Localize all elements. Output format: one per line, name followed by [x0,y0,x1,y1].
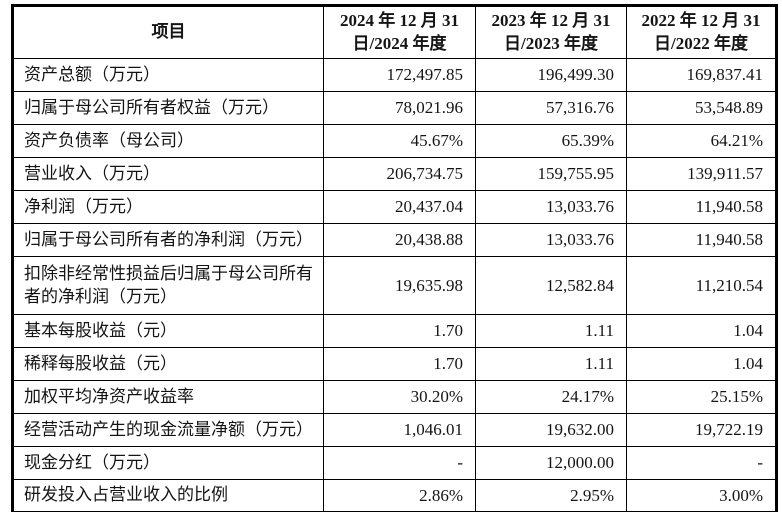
column-header-item: 项目 [12,5,324,59]
cell-value: 1.70 [323,314,476,348]
cell-value: 12,582.84 [475,256,627,315]
table-row: 现金分红（万元） -12,000.00- [12,446,777,480]
cell-value: 13,033.76 [475,223,627,257]
row-label: 基本每股收益（元） [12,314,324,348]
table-row: 资产负债率（母公司） 45.67% 65.39% 64.21% [12,124,777,158]
cell-value: 1.04 [626,314,777,348]
cell-value: 139,911.57 [626,157,777,191]
cell-value: 1.11 [475,347,627,381]
cell-value: 3.00% [626,479,777,512]
cell-value: 172,497.85 [323,58,476,92]
row-label: 营业收入（万元） [12,157,324,191]
cell-value: 11,210.54 [626,256,777,315]
table-row: 基本每股收益（元） 1.70 1.11 1.04 [12,314,777,348]
table-row: 研发投入占营业收入的比例 2.86% 2.95% 3.00% [12,479,777,512]
cell-value: 159,755.95 [475,157,627,191]
column-header-period-2023: 2023 年 12 月 31 日/2023 年度 [475,5,627,59]
row-label: 归属于母公司所有者权益（万元） [12,91,324,125]
row-label: 扣除非经常性损益后归属于母公司所有者的净利润（万元） [12,256,324,315]
table-row: 营业收入（万元） 206,734.75 159,755.95 139,911.57 [12,157,777,191]
table-row: 加权平均净资产收益率 30.20% 24.17% 25.15% [12,380,777,414]
cell-value: - [323,446,476,480]
row-label: 资产总额（万元） [12,58,324,92]
row-label: 归属于母公司所有者的净利润（万元） [12,223,324,257]
table-row: 经营活动产生的现金流量净额（万元） 1,046.01 19,632.00 19,722… [12,413,777,447]
cell-value: 24.17% [475,380,627,414]
table-header: 项目 2024 年 12 月 31 日/2024 年度 2023 年 12 月 … [12,5,777,59]
cell-value: 25.15% [626,380,777,414]
table-row: 稀释每股收益（元） 1.70 1.11 1.04 [12,347,777,381]
cell-value: 64.21% [626,124,777,158]
row-label: 资产负债率（母公司） [12,124,324,158]
row-label: 现金分红（万元） [12,446,324,480]
cell-value: 19,632.00 [475,413,627,447]
cell-value: 169,837.41 [626,58,777,92]
cell-value: 2.95% [475,479,627,512]
row-label: 加权平均净资产收益率 [12,380,324,414]
cell-value: 11,940.58 [626,223,777,257]
cell-value: 11,940.58 [626,190,777,224]
row-label: 研发投入占营业收入的比例 [12,479,324,512]
cell-value: 12,000.00 [475,446,627,480]
cell-value: 196,499.30 [475,58,627,92]
table-row: 归属于母公司所有者权益（万元） 78,021.96 57,316.76 53,548.… [12,91,777,125]
cell-value: 65.39% [475,124,627,158]
row-label: 净利润（万元） [12,190,324,224]
header-row: 项目 2024 年 12 月 31 日/2024 年度 2023 年 12 月 … [12,5,777,59]
table-body: 资产总额（万元） 172,497.85 196,499.30 169,837.41 归属… [12,58,777,512]
cell-value: 206,734.75 [323,157,476,191]
cell-value: 53,548.89 [626,91,777,125]
cell-value: 19,635.98 [323,256,476,315]
cell-value: 78,021.96 [323,91,476,125]
cell-value: 19,722.19 [626,413,777,447]
cell-value: - [626,446,777,480]
cell-value: 2.86% [323,479,476,512]
cell-value: 30.20% [323,380,476,414]
table-row: 归属于母公司所有者的净利润（万元） 20,438.88 13,033.76 11,94… [12,223,777,257]
cell-value: 20,438.88 [323,223,476,257]
cell-value: 13,033.76 [475,190,627,224]
cell-value: 20,437.04 [323,190,476,224]
table-row: 扣除非经常性损益后归属于母公司所有者的净利润（万元） 19,635.98 12,58… [12,256,777,315]
row-label: 稀释每股收益（元） [12,347,324,381]
column-header-period-2022: 2022 年 12 月 31 日/2022 年度 [626,5,777,59]
cell-value: 1.04 [626,347,777,381]
column-header-period-2024: 2024 年 12 月 31 日/2024 年度 [323,5,476,59]
row-label: 经营活动产生的现金流量净额（万元） [12,413,324,447]
table-row: 资产总额（万元） 172,497.85 196,499.30 169,837.41 [12,58,777,92]
cell-value: 57,316.76 [475,91,627,125]
cell-value: 1.11 [475,314,627,348]
cell-value: 1,046.01 [323,413,476,447]
cell-value: 1.70 [323,347,476,381]
table-row: 净利润（万元） 20,437.04 13,033.76 11,940.58 [12,190,777,224]
cell-value: 45.67% [323,124,476,158]
financial-summary-table: 项目 2024 年 12 月 31 日/2024 年度 2023 年 12 月 … [11,4,778,512]
